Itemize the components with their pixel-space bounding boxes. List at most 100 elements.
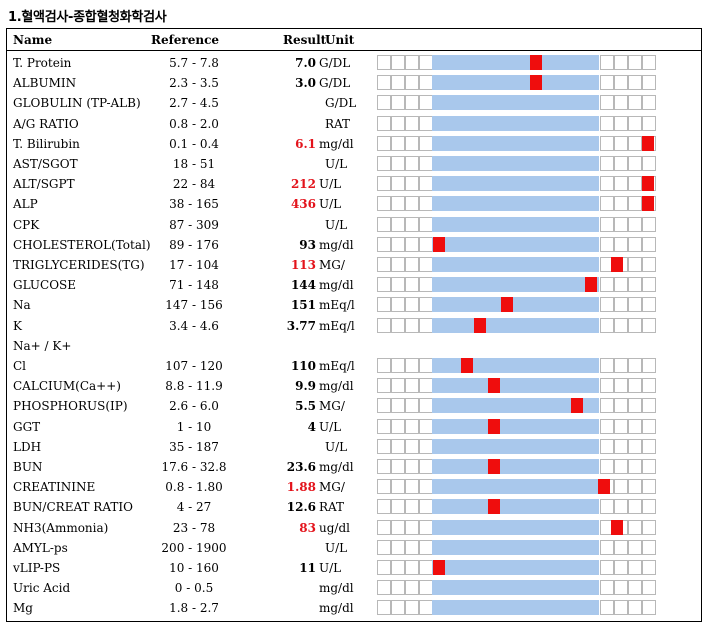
gauge-box-high (642, 358, 656, 373)
gauge-box-high (628, 560, 642, 575)
table-row: LDH 35 - 187 U/L (7, 437, 701, 457)
gauge-box-low (419, 75, 433, 91)
reference-range: 17.6 - 32.8 (161, 460, 227, 474)
gauge-box-low (377, 479, 391, 495)
gauge-box-high (628, 479, 642, 495)
table-row: GGT 1 - 10 4 U/L (7, 417, 701, 437)
gauge-box-low (377, 418, 391, 434)
gauge-box-low (377, 358, 391, 373)
test-name: ALP (13, 197, 38, 212)
gauge-box-high (600, 378, 614, 394)
header-name: Name (13, 33, 53, 47)
range-gauge (377, 297, 656, 313)
gauge-box-high (600, 55, 614, 70)
gauge-box-high (642, 398, 656, 414)
normal-range-band (432, 418, 599, 434)
test-name: vLIP-PS (13, 561, 61, 575)
gauge-box-high (642, 438, 656, 454)
result-value: 212 (290, 177, 316, 192)
range-gauge (377, 277, 656, 293)
gauge-box-high (614, 95, 628, 111)
reference-range: 107 - 120 (165, 359, 223, 373)
gauge-box-low (377, 378, 391, 394)
gauge-box-low (391, 539, 405, 555)
gauge-box-low (391, 176, 405, 192)
table-row: ALP 38 - 165 436 U/L (7, 194, 701, 214)
gauge-box-high (628, 459, 642, 474)
reference-range: 10 - 160 (169, 561, 219, 575)
gauge-box-high (600, 560, 614, 575)
normal-range-band (432, 580, 599, 596)
gauge-box-low (419, 156, 433, 171)
gauge-box-high (614, 135, 628, 151)
gauge-box-low (419, 600, 433, 616)
result-unit: U/L (319, 177, 342, 192)
header-reference: Reference (151, 33, 220, 47)
test-name: BUN/CREAT RATIO (13, 500, 133, 515)
gauge-box-high (628, 236, 642, 252)
test-name: Cl (13, 359, 27, 373)
gauge-box-high (642, 236, 656, 252)
test-name: GGT (13, 419, 41, 434)
gauge-box-high (642, 378, 656, 394)
test-name: ALT/SGPT (13, 177, 75, 192)
gauge-box-low (391, 297, 405, 313)
result-value: 1.88 (286, 480, 316, 495)
test-name: ALBUMIN (13, 76, 77, 91)
normal-range-band (432, 479, 599, 495)
result-marker (584, 277, 597, 293)
test-name: CALCIUM(Ca++) (13, 379, 121, 394)
normal-range-band (432, 297, 599, 313)
header-unit: Unit (325, 33, 355, 47)
reference-range: 89 - 176 (169, 237, 219, 252)
gauge-box-low (419, 135, 433, 151)
table-row: A/G RATIO 0.8 - 2.0 RAT (7, 114, 701, 134)
result-value: 12.6 (286, 500, 316, 515)
gauge-box-high (642, 257, 656, 272)
range-gauge (377, 75, 656, 91)
gauge-box-low (419, 398, 433, 414)
result-marker (598, 479, 610, 495)
gauge-box-high (642, 600, 656, 616)
result-unit: mg/dl (319, 460, 354, 474)
result-unit: MG/ (319, 258, 345, 272)
gauge-box-high (614, 600, 628, 616)
result-marker (611, 257, 624, 272)
gauge-box-high (614, 317, 628, 333)
gauge-box-low (419, 358, 433, 373)
test-name: AMYL-ps (13, 540, 68, 555)
gauge-box-high (600, 196, 614, 212)
reference-range: 2.6 - 6.0 (169, 399, 219, 414)
result-marker (487, 499, 500, 515)
result-unit: mg/dl (319, 581, 354, 596)
result-unit: MG/ (319, 399, 345, 414)
gauge-box-low (405, 95, 419, 111)
gauge-box-high (614, 196, 628, 212)
gauge-box-low (405, 277, 419, 293)
result-unit: U/L (325, 439, 348, 454)
gauge-box-high (614, 398, 628, 414)
test-name: NH3(Ammonia) (13, 520, 109, 535)
result-value: 151 (290, 298, 316, 313)
gauge-box-low (391, 459, 405, 474)
table-row: BUN 17.6 - 32.8 23.6 mg/dl (7, 457, 701, 477)
gauge-box-high (600, 236, 614, 252)
range-gauge (377, 459, 656, 474)
gauge-box-low (391, 317, 405, 333)
gauge-box-low (391, 560, 405, 575)
gauge-box-high (614, 479, 628, 495)
normal-range-band (432, 95, 599, 111)
gauge-box-high (628, 156, 642, 171)
test-name: T. Bilirubin (13, 136, 80, 151)
normal-range-band (432, 277, 599, 293)
reference-range: 8.8 - 11.9 (165, 379, 223, 394)
table-row: GLOBULIN (TP-ALB) 2.7 - 4.5 G/DL (7, 93, 701, 113)
gauge-box-low (405, 236, 419, 252)
gauge-box-low (405, 499, 419, 515)
gauge-box-low (419, 115, 433, 131)
result-value: 3.0 (295, 76, 316, 91)
normal-range-band (432, 438, 599, 454)
gauge-box-low (391, 216, 405, 232)
range-gauge (377, 398, 656, 414)
gauge-box-high (614, 55, 628, 70)
